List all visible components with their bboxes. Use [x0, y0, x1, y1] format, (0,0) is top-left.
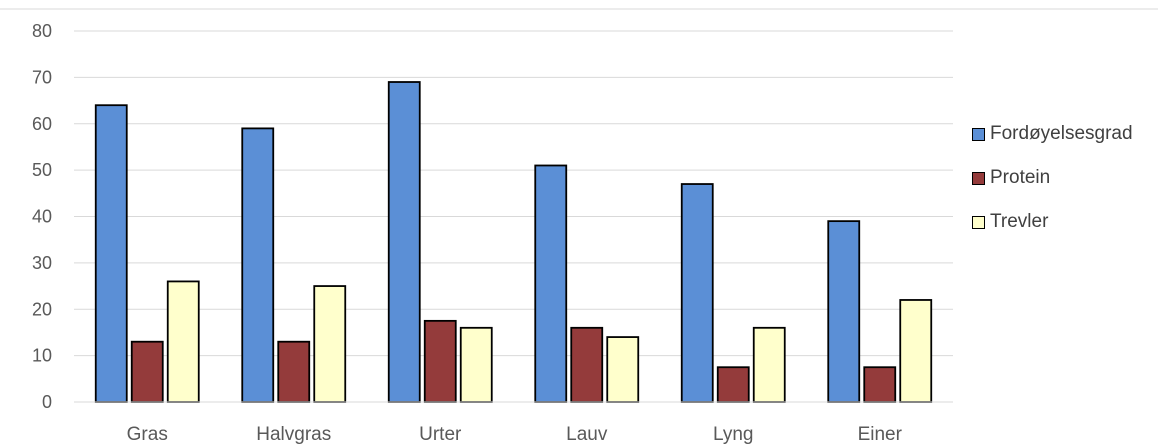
bar-urter-series-0: [387, 81, 421, 403]
y-tick-label: 0: [42, 392, 52, 412]
bar-urter-series-2: [459, 326, 493, 403]
legend: Fordøyelsesgrad Protein Trevler: [972, 122, 1133, 254]
bar-einer-series-2: [899, 299, 933, 403]
y-tick-label: 50: [32, 160, 52, 180]
legend-swatch-series-0: [972, 127, 985, 141]
legend-item-series-0: Fordøyelsesgrad: [972, 122, 1133, 146]
legend-swatch-series-1: [972, 171, 985, 185]
bar-halvgras-series-0: [241, 127, 275, 403]
x-category-label: Lauv: [566, 424, 608, 445]
y-tick-label: 30: [32, 253, 52, 273]
y-tick-label: 60: [32, 114, 52, 134]
bar-einer-series-0: [827, 220, 861, 403]
bar-einer-series-1: [863, 366, 897, 403]
y-tick-label: 40: [32, 207, 52, 227]
gridlines: [74, 30, 953, 357]
bar-urter-series-1: [423, 319, 457, 403]
bar-halvgras-series-2: [313, 285, 347, 403]
x-category-label: Gras: [127, 424, 168, 445]
legend-swatch-series-2: [972, 215, 985, 229]
bar-halvgras-series-1: [277, 340, 311, 403]
bar-lyng-series-2: [752, 326, 786, 403]
y-tick-label: 80: [32, 21, 52, 41]
bar-gras-series-1: [130, 340, 164, 403]
legend-label-series-0: Fordøyelsesgrad: [990, 123, 1133, 144]
legend-item-series-1: Protein: [972, 166, 1133, 190]
x-category-label: Urter: [419, 424, 462, 445]
bars: [94, 81, 933, 403]
x-category-label: Halvgras: [256, 424, 331, 445]
y-axis: 0 10 20 30 40 50 60 70 80: [32, 21, 52, 412]
legend-label-series-2: Trevler: [990, 211, 1049, 232]
bar-gras-series-2: [166, 280, 200, 403]
y-tick-label: 20: [32, 299, 52, 319]
legend-label-series-1: Protein: [990, 167, 1051, 188]
x-category-label: Lyng: [713, 424, 754, 445]
y-tick-label: 70: [32, 67, 52, 87]
bar-lauv-series-1: [570, 326, 604, 403]
y-tick-label: 10: [32, 346, 52, 366]
x-category-label: Einer: [858, 424, 903, 445]
bar-lauv-series-2: [606, 336, 640, 403]
bar-lyng-series-1: [716, 366, 750, 403]
bar-gras-series-0: [94, 104, 128, 403]
x-axis: Gras Halvgras Urter Lauv Lyng Einer: [74, 401, 953, 445]
bar-lauv-series-0: [534, 164, 568, 403]
bar-lyng-series-0: [680, 183, 714, 403]
legend-item-series-2: Trevler: [972, 210, 1133, 234]
